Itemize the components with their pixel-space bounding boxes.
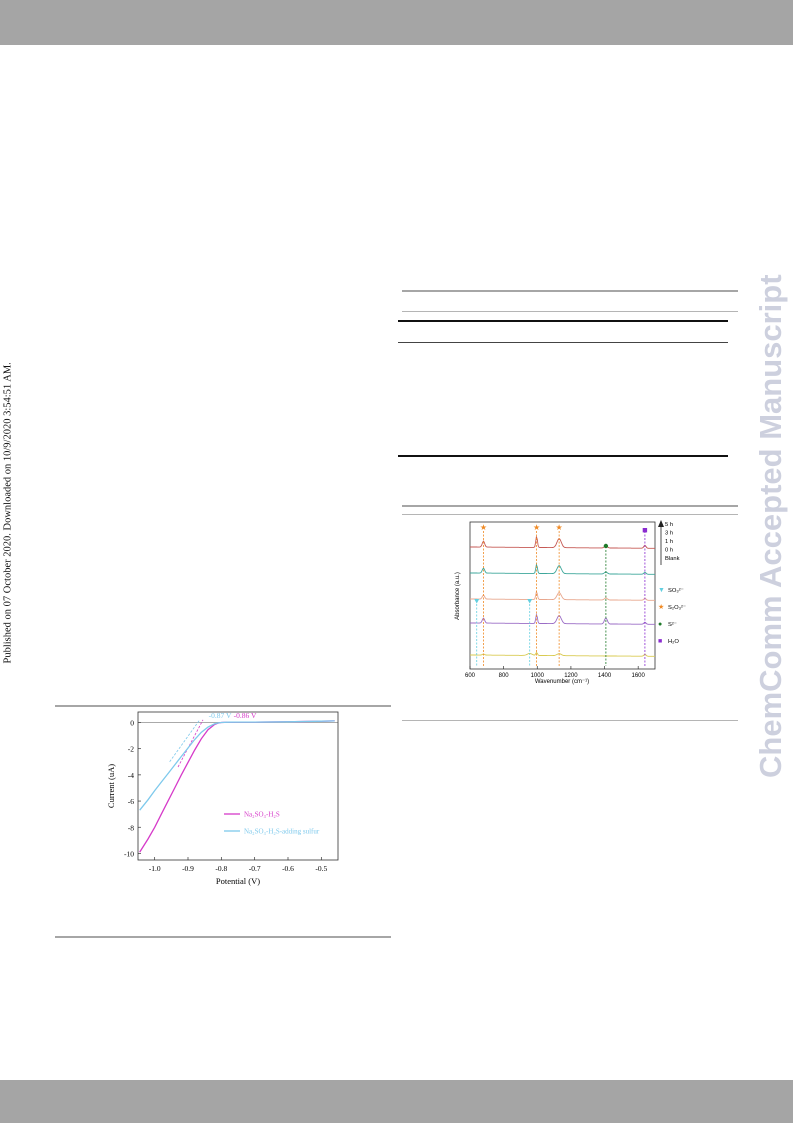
ir-x-tick-label: 800: [499, 673, 510, 679]
ir-x-tick-label: 1200: [564, 673, 578, 679]
lsv-y-tick-label: -4: [128, 771, 134, 780]
onset-potential-label: -0.86 V: [234, 711, 257, 720]
figure-lsv-bottom-rule: [55, 936, 391, 938]
figure-ir-bottom-rule: [402, 720, 738, 721]
lsv-x-tick-label: -1.0: [149, 864, 161, 873]
lsv-y-tick-label: -10: [124, 849, 134, 858]
table-bottom-rule: [398, 455, 728, 457]
legend-marker-label: SO₃²⁻: [668, 588, 684, 594]
triangle-marker-icon: [474, 599, 480, 604]
lsv-x-tick-label: -0.9: [182, 864, 194, 873]
time-label: 1 h: [665, 539, 673, 545]
ir-series-line: [470, 651, 655, 657]
ir-x-axis-label: Wavenumber (cm⁻¹): [535, 679, 589, 685]
figure-lsv-top-rule: [55, 705, 391, 707]
lsv-y-tick-label: -6: [128, 797, 134, 806]
tangent-line: [169, 719, 200, 763]
ir-x-tick-label: 1600: [632, 673, 646, 679]
square-marker-icon: [642, 528, 648, 533]
lsv-x-axis-label: Potential (V): [216, 876, 260, 886]
figure-ir-inner-rule: [402, 514, 738, 515]
circle-marker-icon: [603, 543, 609, 549]
ir-spectra-figure: ★ ★ ★ 600 800 1000 1200 1400 1600 Absorbance (a…: [455, 520, 686, 685]
journal-watermark: ChemComm Accepted Manuscript: [753, 274, 788, 778]
time-label: 0 h: [665, 548, 673, 554]
time-label: 3 h: [665, 531, 673, 537]
ir-series-line: [470, 536, 655, 549]
star-marker-icon: ★: [480, 523, 487, 532]
tangent-line: [177, 719, 204, 768]
lsv-y-tick-label: -8: [128, 823, 134, 832]
table-caption-rule: [402, 311, 738, 312]
onset-potential-label: -0.87 V: [209, 711, 232, 720]
table-mid-rule: [398, 342, 728, 343]
ir-x-tick-label: 1000: [531, 673, 545, 679]
lsv-x-tick-label: -0.8: [215, 864, 227, 873]
lsv-y-axis-label: Current (uA): [106, 764, 116, 808]
legend-marker-icon: ▼: [658, 587, 665, 594]
ir-y-axis-label: Absorbance (a.u.): [455, 572, 461, 620]
table-top-rule: [402, 290, 738, 292]
legend-marker-label: S₂O₃²⁻: [668, 605, 686, 611]
header-band: [0, 0, 793, 45]
lsv-figure: 0 -2 -4 -6 -8 -10 -1.0 -0.9 -0.8 -0.7 -0.6 -0.5 Cu…: [106, 711, 339, 886]
triangle-marker-icon: [527, 599, 533, 604]
legend-marker-icon: ★: [658, 603, 664, 611]
legend-marker-label: H₂O: [668, 639, 679, 645]
star-marker-icon: ★: [533, 523, 540, 532]
ir-series-line: [470, 563, 655, 575]
lsv-y-tick-label: -2: [128, 745, 134, 754]
legend-marker-icon: ■: [658, 638, 662, 645]
ir-series-line: [470, 613, 655, 625]
legend-label: Na₂SO₃-H₂S: [244, 811, 280, 819]
ir-x-tick-label: 600: [465, 673, 476, 679]
legend-marker-label: S²⁻: [668, 622, 677, 628]
lsv-x-tick-label: -0.7: [249, 864, 261, 873]
ir-x-tick-label: 1400: [598, 673, 612, 679]
time-arrow-head: [658, 520, 664, 527]
lsv-y-tick-label: 0: [130, 718, 134, 727]
ir-series-line: [470, 590, 655, 601]
time-label: 5 h: [665, 522, 673, 528]
lsv-x-tick-label: -0.6: [282, 864, 294, 873]
legend-label: Na₂SO₃-H₂S-adding sulfur: [244, 828, 320, 836]
publication-note: Published on 07 October 2020. Downloaded…: [2, 362, 14, 664]
time-label: Blank: [665, 556, 680, 562]
figure-ir-top-rule: [402, 505, 738, 507]
footer-band: [0, 1080, 793, 1123]
legend-marker-icon: ●: [658, 621, 662, 628]
table-head-rule: [398, 320, 728, 322]
lsv-series-line: [139, 720, 335, 811]
lsv-x-tick-label: -0.5: [315, 864, 327, 873]
star-marker-icon: ★: [556, 523, 563, 532]
